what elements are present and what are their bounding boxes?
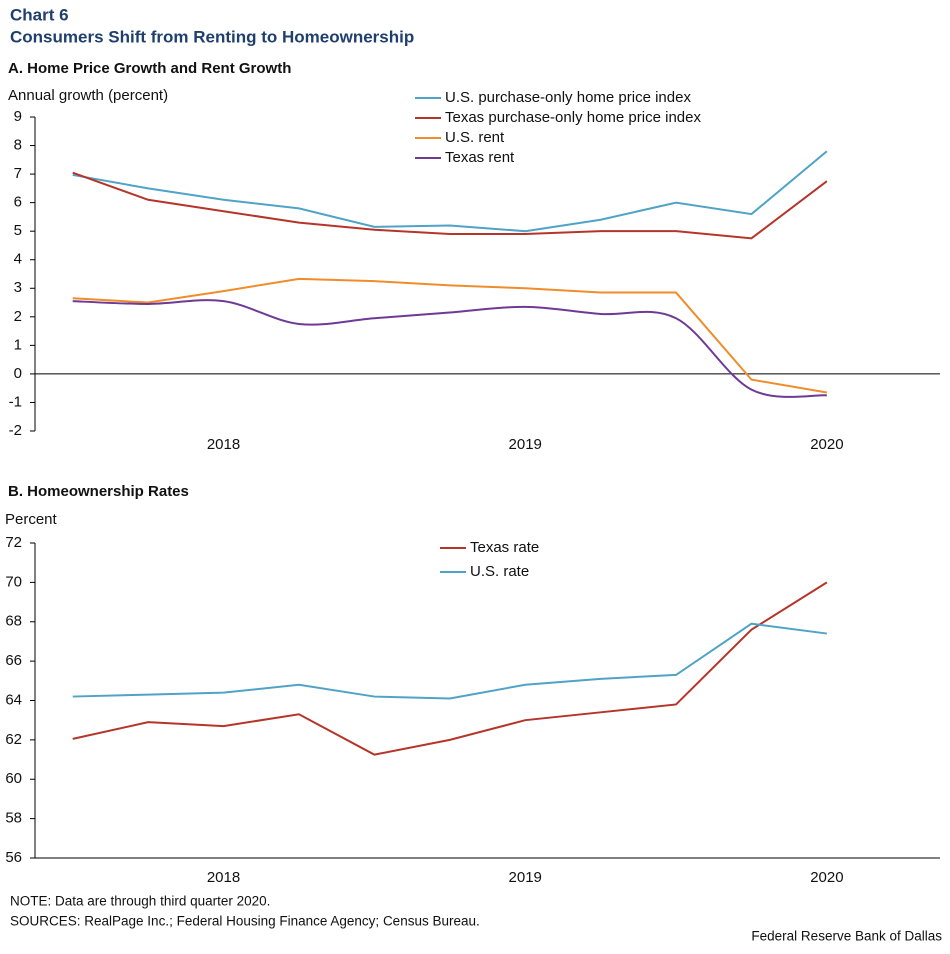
y-tick-label: 70 [5,573,22,590]
y-axis-label: Percent [5,511,58,528]
sources: SOURCES: RealPage Inc.; Federal Housing … [10,914,480,929]
legend-label: U.S. rent [445,129,505,146]
y-tick-label: 0 [14,365,22,382]
x-tick-label: 2019 [509,436,542,453]
y-tick-label: 56 [5,849,22,866]
y-tick-label: 66 [5,652,22,669]
y-tick-label: 8 [14,137,22,154]
chart-label: Chart 6 [10,5,69,24]
y-tick-label: 5 [14,222,22,239]
legend-label: Texas rate [470,539,539,556]
y-tick-label: 9 [14,108,22,125]
series-line [72,277,828,394]
y-tick-label: 64 [5,691,22,708]
chart-title: Consumers Shift from Renting to Homeowne… [10,27,414,46]
y-tick-label: 68 [5,613,22,630]
series-line [72,581,828,756]
series-line [72,622,828,700]
y-tick-label: -2 [9,422,22,439]
y-tick-label: 6 [14,194,22,211]
y-tick-label: 58 [5,810,22,827]
y-tick-label: 1 [14,336,22,353]
y-tick-label: 7 [14,165,22,182]
y-tick-label: 62 [5,731,22,748]
x-tick-label: 2018 [207,436,240,453]
note: NOTE: Data are through third quarter 202… [10,894,270,909]
y-tick-label: -1 [9,393,22,410]
panel-title: B. Homeownership Rates [8,483,189,500]
y-tick-label: 72 [5,534,22,551]
y-tick-label: 60 [5,770,22,787]
series-line [72,150,828,233]
y-axis-label: Annual growth (percent) [8,87,168,104]
x-tick-label: 2020 [810,436,843,453]
legend-label: U.S. purchase-only home price index [445,89,691,106]
legend-label: Texas purchase-only home price index [445,109,701,126]
panel-title: A. Home Price Growth and Rent Growth [8,60,291,77]
y-tick-label: 2 [14,308,22,325]
x-tick-label: 2020 [810,869,843,886]
legend-label: U.S. rate [470,563,529,580]
legend-label: Texas rent [445,149,515,166]
y-tick-label: 4 [14,251,22,268]
x-tick-label: 2019 [509,869,542,886]
series-line [72,299,827,398]
y-tick-label: 3 [14,279,22,296]
credit: Federal Reserve Bank of Dallas [751,929,942,944]
x-tick-label: 2018 [207,869,240,886]
series-line [72,171,828,240]
